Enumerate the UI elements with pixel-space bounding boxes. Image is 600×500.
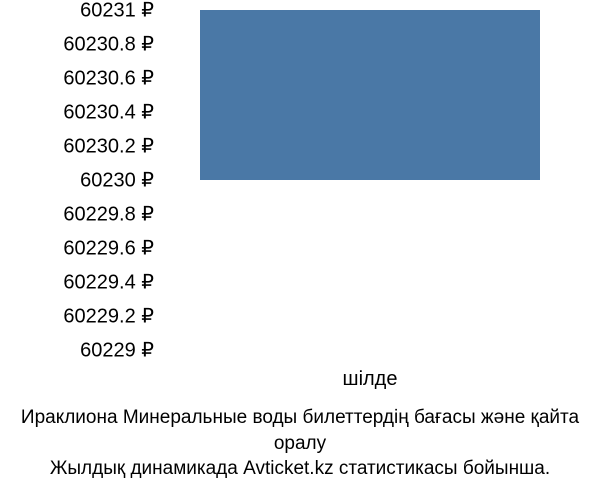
- y-tick-label: 60230.6 ₽: [63, 66, 154, 91]
- y-tick-label: 60229 ₽: [80, 338, 154, 363]
- x-tick-label: шілде: [343, 368, 398, 391]
- y-tick-label: 60230.4 ₽: [63, 100, 154, 125]
- caption-line-2: Жылдық динамикада Avticket.kz статистика…: [0, 456, 600, 482]
- bar: [200, 10, 540, 180]
- y-tick-label: 60229.2 ₽: [63, 304, 154, 329]
- y-tick-label: 60229.8 ₽: [63, 202, 154, 227]
- y-tick-label: 60229.6 ₽: [63, 236, 154, 261]
- caption-line-1: Ираклиона Минеральные воды билеттердің б…: [0, 405, 600, 456]
- chart-caption: Ираклиона Минеральные воды билеттердің б…: [0, 405, 600, 482]
- y-tick-label: 60230.8 ₽: [63, 32, 154, 57]
- y-tick-label: 60230.2 ₽: [63, 134, 154, 159]
- plot-region: [170, 10, 570, 350]
- y-tick-label: 60231 ₽: [80, 0, 154, 23]
- y-tick-label: 60230 ₽: [80, 168, 154, 193]
- chart-area: 60231 ₽ 60230.8 ₽ 60230.6 ₽ 60230.4 ₽ 60230.…: [0, 0, 600, 420]
- y-tick-label: 60229.4 ₽: [63, 270, 154, 295]
